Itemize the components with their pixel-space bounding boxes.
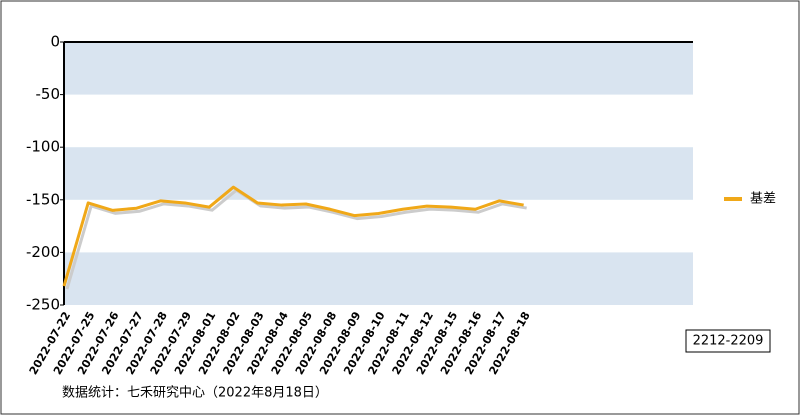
- source: 数据统计：七禾研究中心（2022年8月18日）: [62, 386, 328, 401]
- y-tick-label: -150: [26, 190, 60, 208]
- grid-band: [64, 147, 693, 200]
- annotation: 2212-2209: [693, 334, 764, 349]
- line-shadow: [65, 188, 527, 290]
- y-tick-label: -100: [26, 138, 60, 156]
- line: [62, 185, 524, 287]
- y-tick-label: -250: [26, 296, 60, 314]
- annotation-box: [685, 329, 771, 353]
- grid-band: [64, 42, 693, 95]
- y-tick-label: -200: [26, 243, 60, 261]
- y-tick-label: -50: [36, 85, 61, 103]
- legend-label: 基差: [750, 192, 776, 207]
- y-tick-label: 0: [50, 33, 60, 51]
- grid-band: [64, 252, 693, 305]
